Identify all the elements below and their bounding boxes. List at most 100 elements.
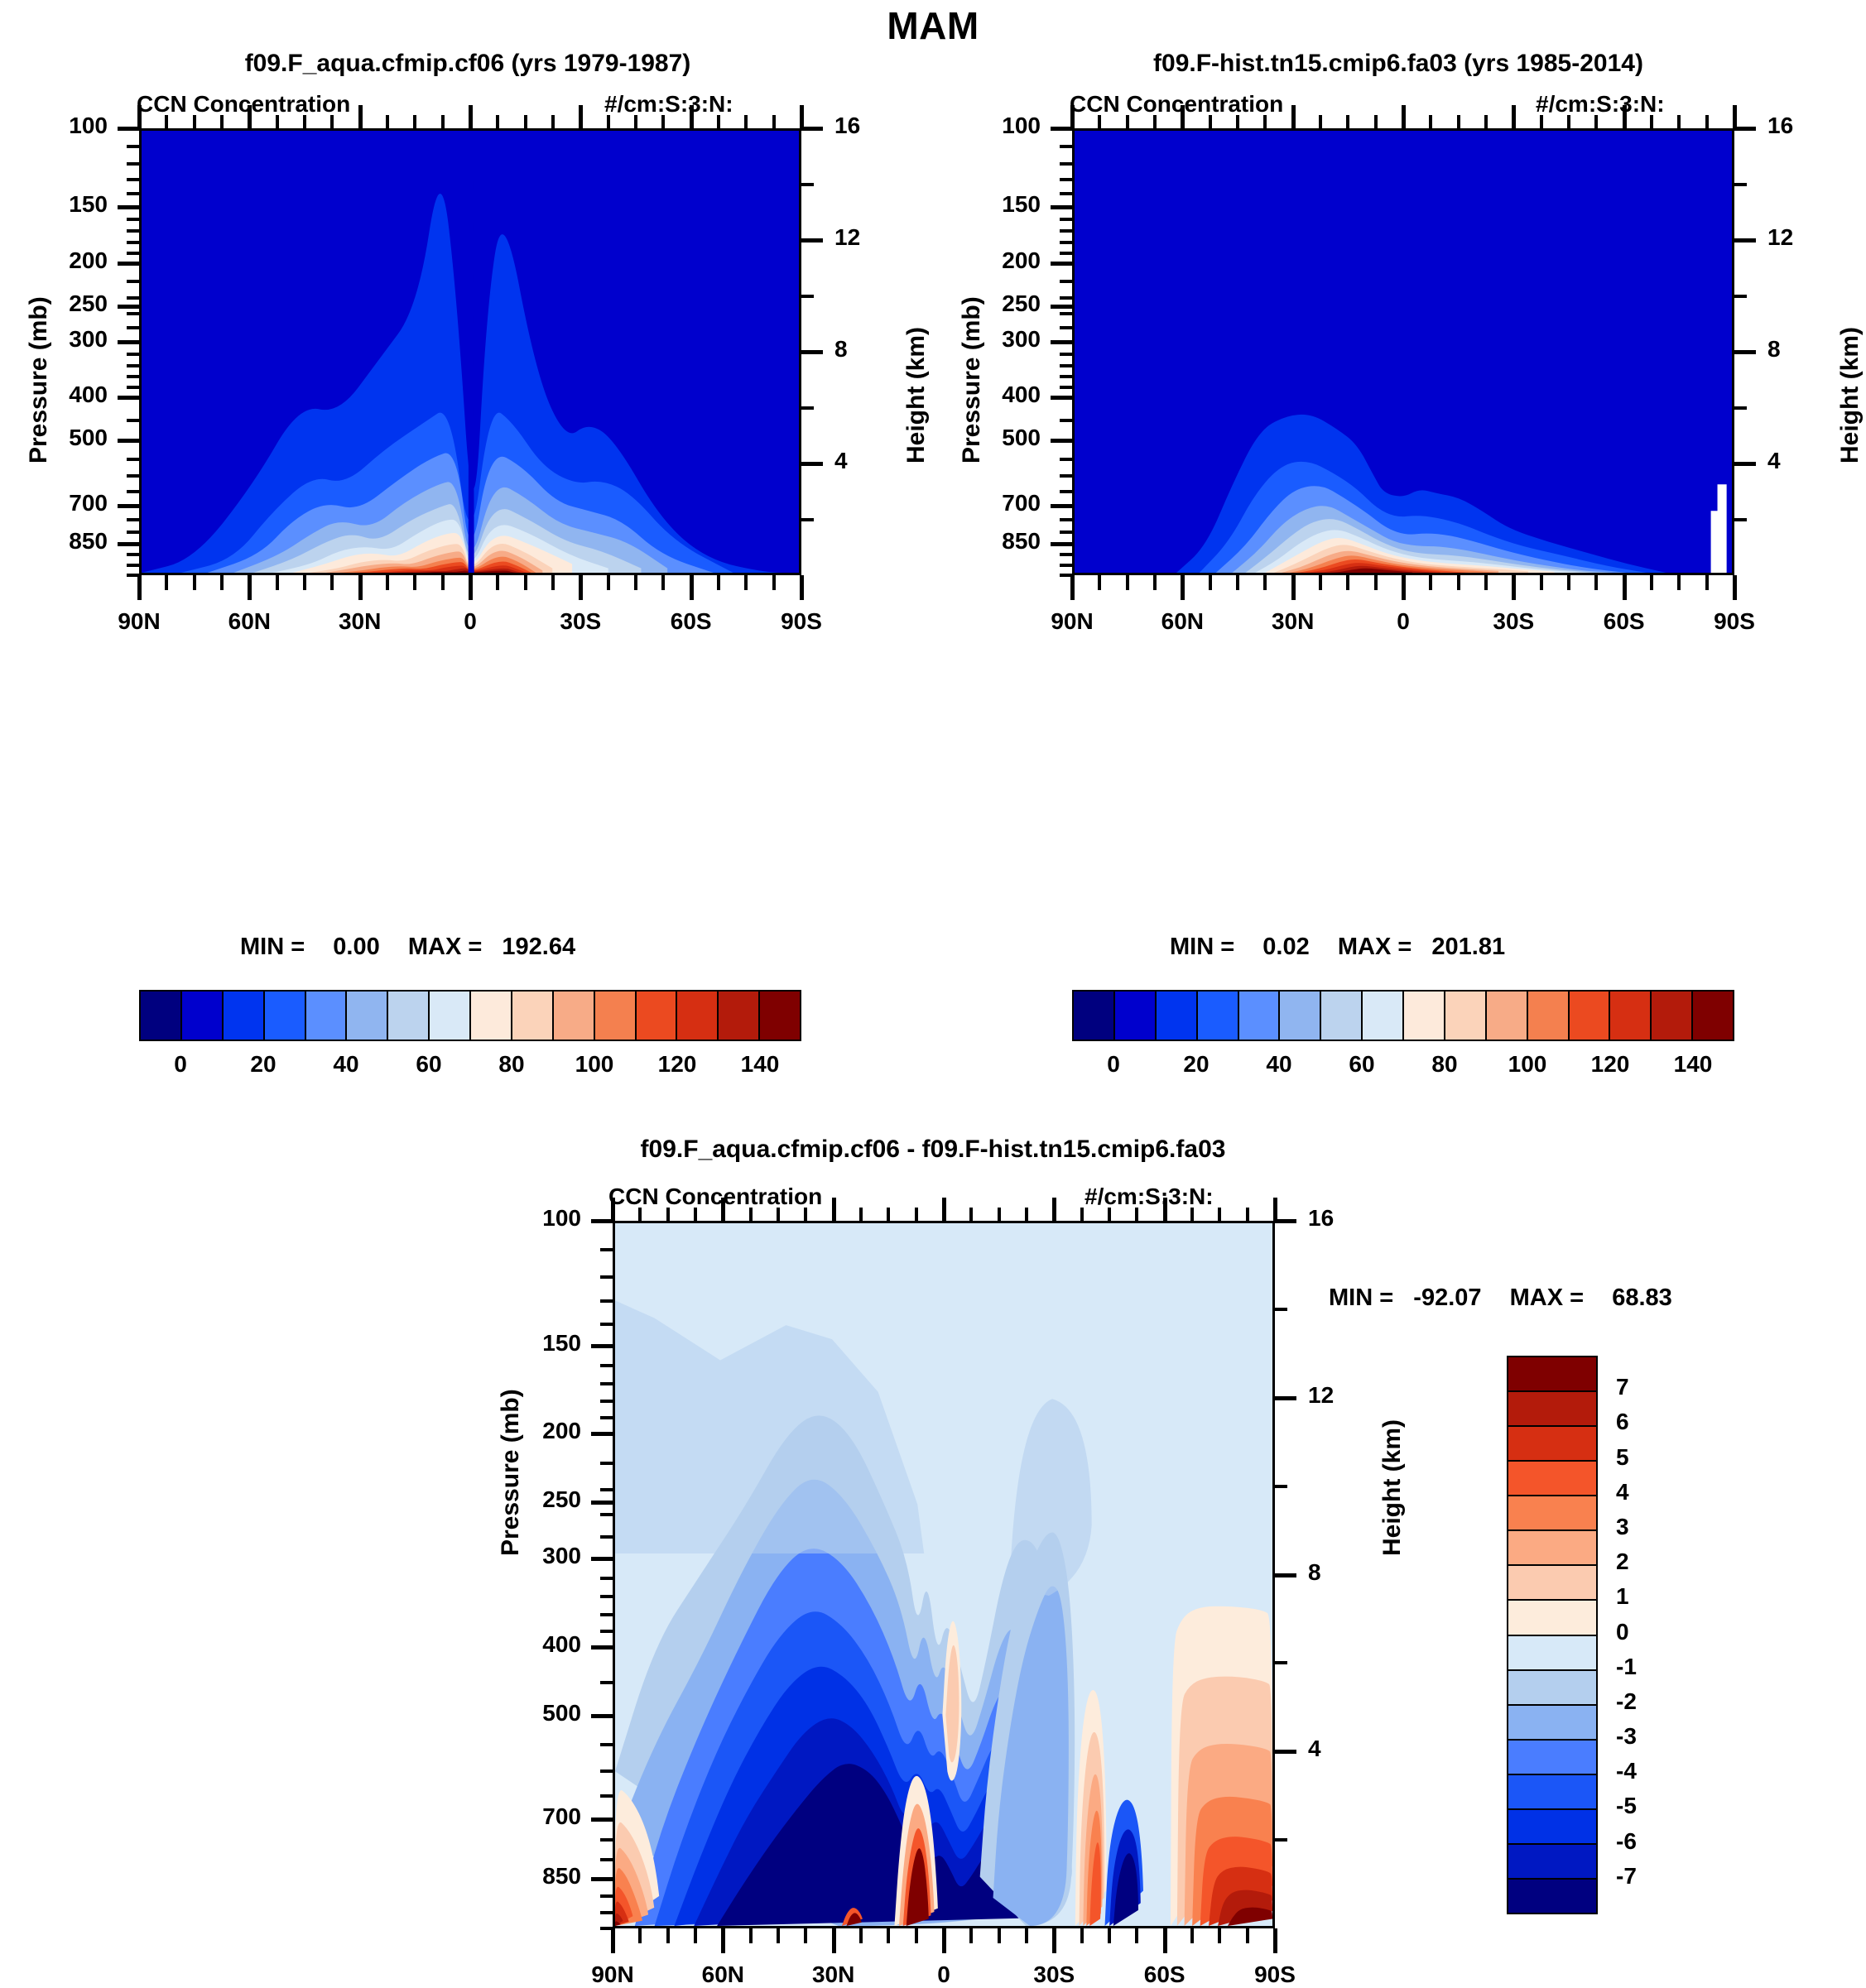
axis-tick (600, 1612, 613, 1616)
axis-tick (1594, 115, 1599, 128)
colorbar-segment[interactable] (181, 992, 224, 1040)
colorbar-segment[interactable] (141, 992, 182, 1040)
axis-tick (600, 1838, 613, 1842)
axis-tick-label: 250 (542, 1486, 581, 1513)
colorbar-segment[interactable] (1156, 992, 1198, 1040)
axis-tick (600, 1488, 613, 1492)
axis-tick (600, 1535, 613, 1539)
colorbar-segment[interactable] (264, 992, 306, 1040)
axis-tick (801, 238, 823, 242)
axis-tick (1373, 575, 1378, 590)
colorbar-segment[interactable] (1074, 992, 1115, 1040)
colorbar-segment[interactable] (760, 992, 800, 1040)
figure-suptitle: MAM (887, 4, 979, 47)
axis-tick (1263, 575, 1267, 590)
colorbar-top-left[interactable] (139, 990, 801, 1041)
axis-tick (523, 575, 527, 590)
colorbar-tick-label: -6 (1616, 1827, 1637, 1854)
axis-tick (1060, 553, 1072, 557)
axis-tick-label: 850 (542, 1862, 581, 1889)
colorbar-segment[interactable] (1508, 1809, 1596, 1845)
colorbar-segment[interactable] (1508, 1392, 1596, 1428)
axis-tick (1734, 350, 1756, 354)
colorbar-segment[interactable] (1445, 992, 1487, 1040)
colorbar-segment[interactable] (1197, 992, 1239, 1040)
colorbar-bottom[interactable] (1507, 1356, 1598, 1914)
colorbar-segment[interactable] (1652, 992, 1694, 1040)
colorbar-segment[interactable] (1508, 1879, 1596, 1913)
colorbar-segment[interactable] (594, 992, 637, 1040)
axis-tick (600, 1382, 613, 1386)
colorbar-segment[interactable] (1114, 992, 1157, 1040)
colorbar-segment[interactable] (1610, 992, 1652, 1040)
colorbar-segment[interactable] (1508, 1635, 1596, 1671)
axis-tick (1218, 1208, 1222, 1221)
colorbar-segment[interactable] (1238, 992, 1281, 1040)
y2axis-title-top-right: Height (km) (1836, 327, 1864, 463)
colorbar-segment[interactable] (1508, 1844, 1596, 1880)
axis-tick (127, 517, 139, 521)
colorbar-segment[interactable] (677, 992, 719, 1040)
colorbar-segment[interactable] (1508, 1740, 1596, 1775)
colorbar-tick-label: -7 (1616, 1862, 1637, 1889)
colorbar-segment[interactable] (1527, 992, 1570, 1040)
colorbar-segment[interactable] (1508, 1496, 1596, 1532)
colorbar-segment[interactable] (1321, 992, 1363, 1040)
colorbar-tick-label: 40 (333, 1051, 359, 1077)
axis-tick-label: 60N (1161, 608, 1205, 634)
colorbar-segment[interactable] (1508, 1531, 1596, 1567)
colorbar-segment[interactable] (1508, 1357, 1596, 1393)
colorbar-segment[interactable] (347, 992, 389, 1040)
colorbar-segment[interactable] (1569, 992, 1611, 1040)
units-label-bottom: #/cm:S:3:N: (1084, 1184, 1214, 1209)
axis-tick (591, 1556, 613, 1561)
colorbar-segment[interactable] (636, 992, 678, 1040)
colorbar-segment[interactable] (1508, 1427, 1596, 1462)
colorbar-segment[interactable] (1508, 1566, 1596, 1601)
axis-tick (1346, 575, 1350, 590)
colorbar-segment[interactable] (1508, 1705, 1596, 1741)
colorbar-tick-label: -1 (1616, 1653, 1637, 1679)
colorbar-segment[interactable] (305, 992, 348, 1040)
colorbar-segment[interactable] (1508, 1462, 1596, 1497)
max-value-top-right: 201.81 (1431, 934, 1506, 960)
colorbar-segment[interactable] (471, 992, 512, 1040)
axis-tick (127, 457, 139, 461)
axis-tick (1622, 575, 1627, 600)
colorbar-segment[interactable] (1508, 1774, 1596, 1810)
axis-tick (127, 418, 139, 422)
axis-tick (118, 541, 139, 546)
colorbar-segment[interactable] (223, 992, 265, 1040)
axis-tick-label: 200 (69, 247, 108, 273)
colorbar-segment[interactable] (553, 992, 595, 1040)
colorbar-segment[interactable] (1280, 992, 1322, 1040)
axis-tick (127, 161, 139, 166)
axis-tick (127, 240, 139, 244)
axis-tick-label: 400 (542, 1630, 581, 1657)
colorbar-segment[interactable] (388, 992, 430, 1040)
colorbar-segment[interactable] (1693, 992, 1733, 1040)
axis-tick (118, 127, 139, 131)
colorbar-tick-label: -2 (1616, 1688, 1637, 1714)
axis-tick-label: 60N (701, 1962, 745, 1987)
axis-tick (1402, 575, 1406, 600)
axis-tick-label: 400 (1002, 382, 1041, 408)
axis-tick-label: 200 (1002, 247, 1041, 273)
colorbar-top-right[interactable] (1072, 990, 1734, 1041)
axis-tick (1291, 105, 1296, 128)
colorbar-segment[interactable] (1404, 992, 1445, 1040)
colorbar-segment[interactable] (1508, 1601, 1596, 1636)
colorbar-segment[interactable] (1363, 992, 1404, 1040)
max-value-bottom: 68.83 (1612, 1285, 1672, 1311)
units-label-top-left: #/cm:S:3:N: (604, 91, 733, 117)
colorbar-segment[interactable] (719, 992, 761, 1040)
colorbar-segment[interactable] (430, 992, 471, 1040)
colorbar-segment[interactable] (512, 992, 554, 1040)
colorbar-segment[interactable] (1486, 992, 1528, 1040)
axis-tick (523, 115, 527, 128)
colorbar-segment[interactable] (1508, 1670, 1596, 1706)
axis-tick (1153, 575, 1157, 590)
axis-tick (496, 575, 500, 590)
colorbar-tick-label: 140 (740, 1051, 780, 1077)
axis-tick (600, 1363, 613, 1367)
